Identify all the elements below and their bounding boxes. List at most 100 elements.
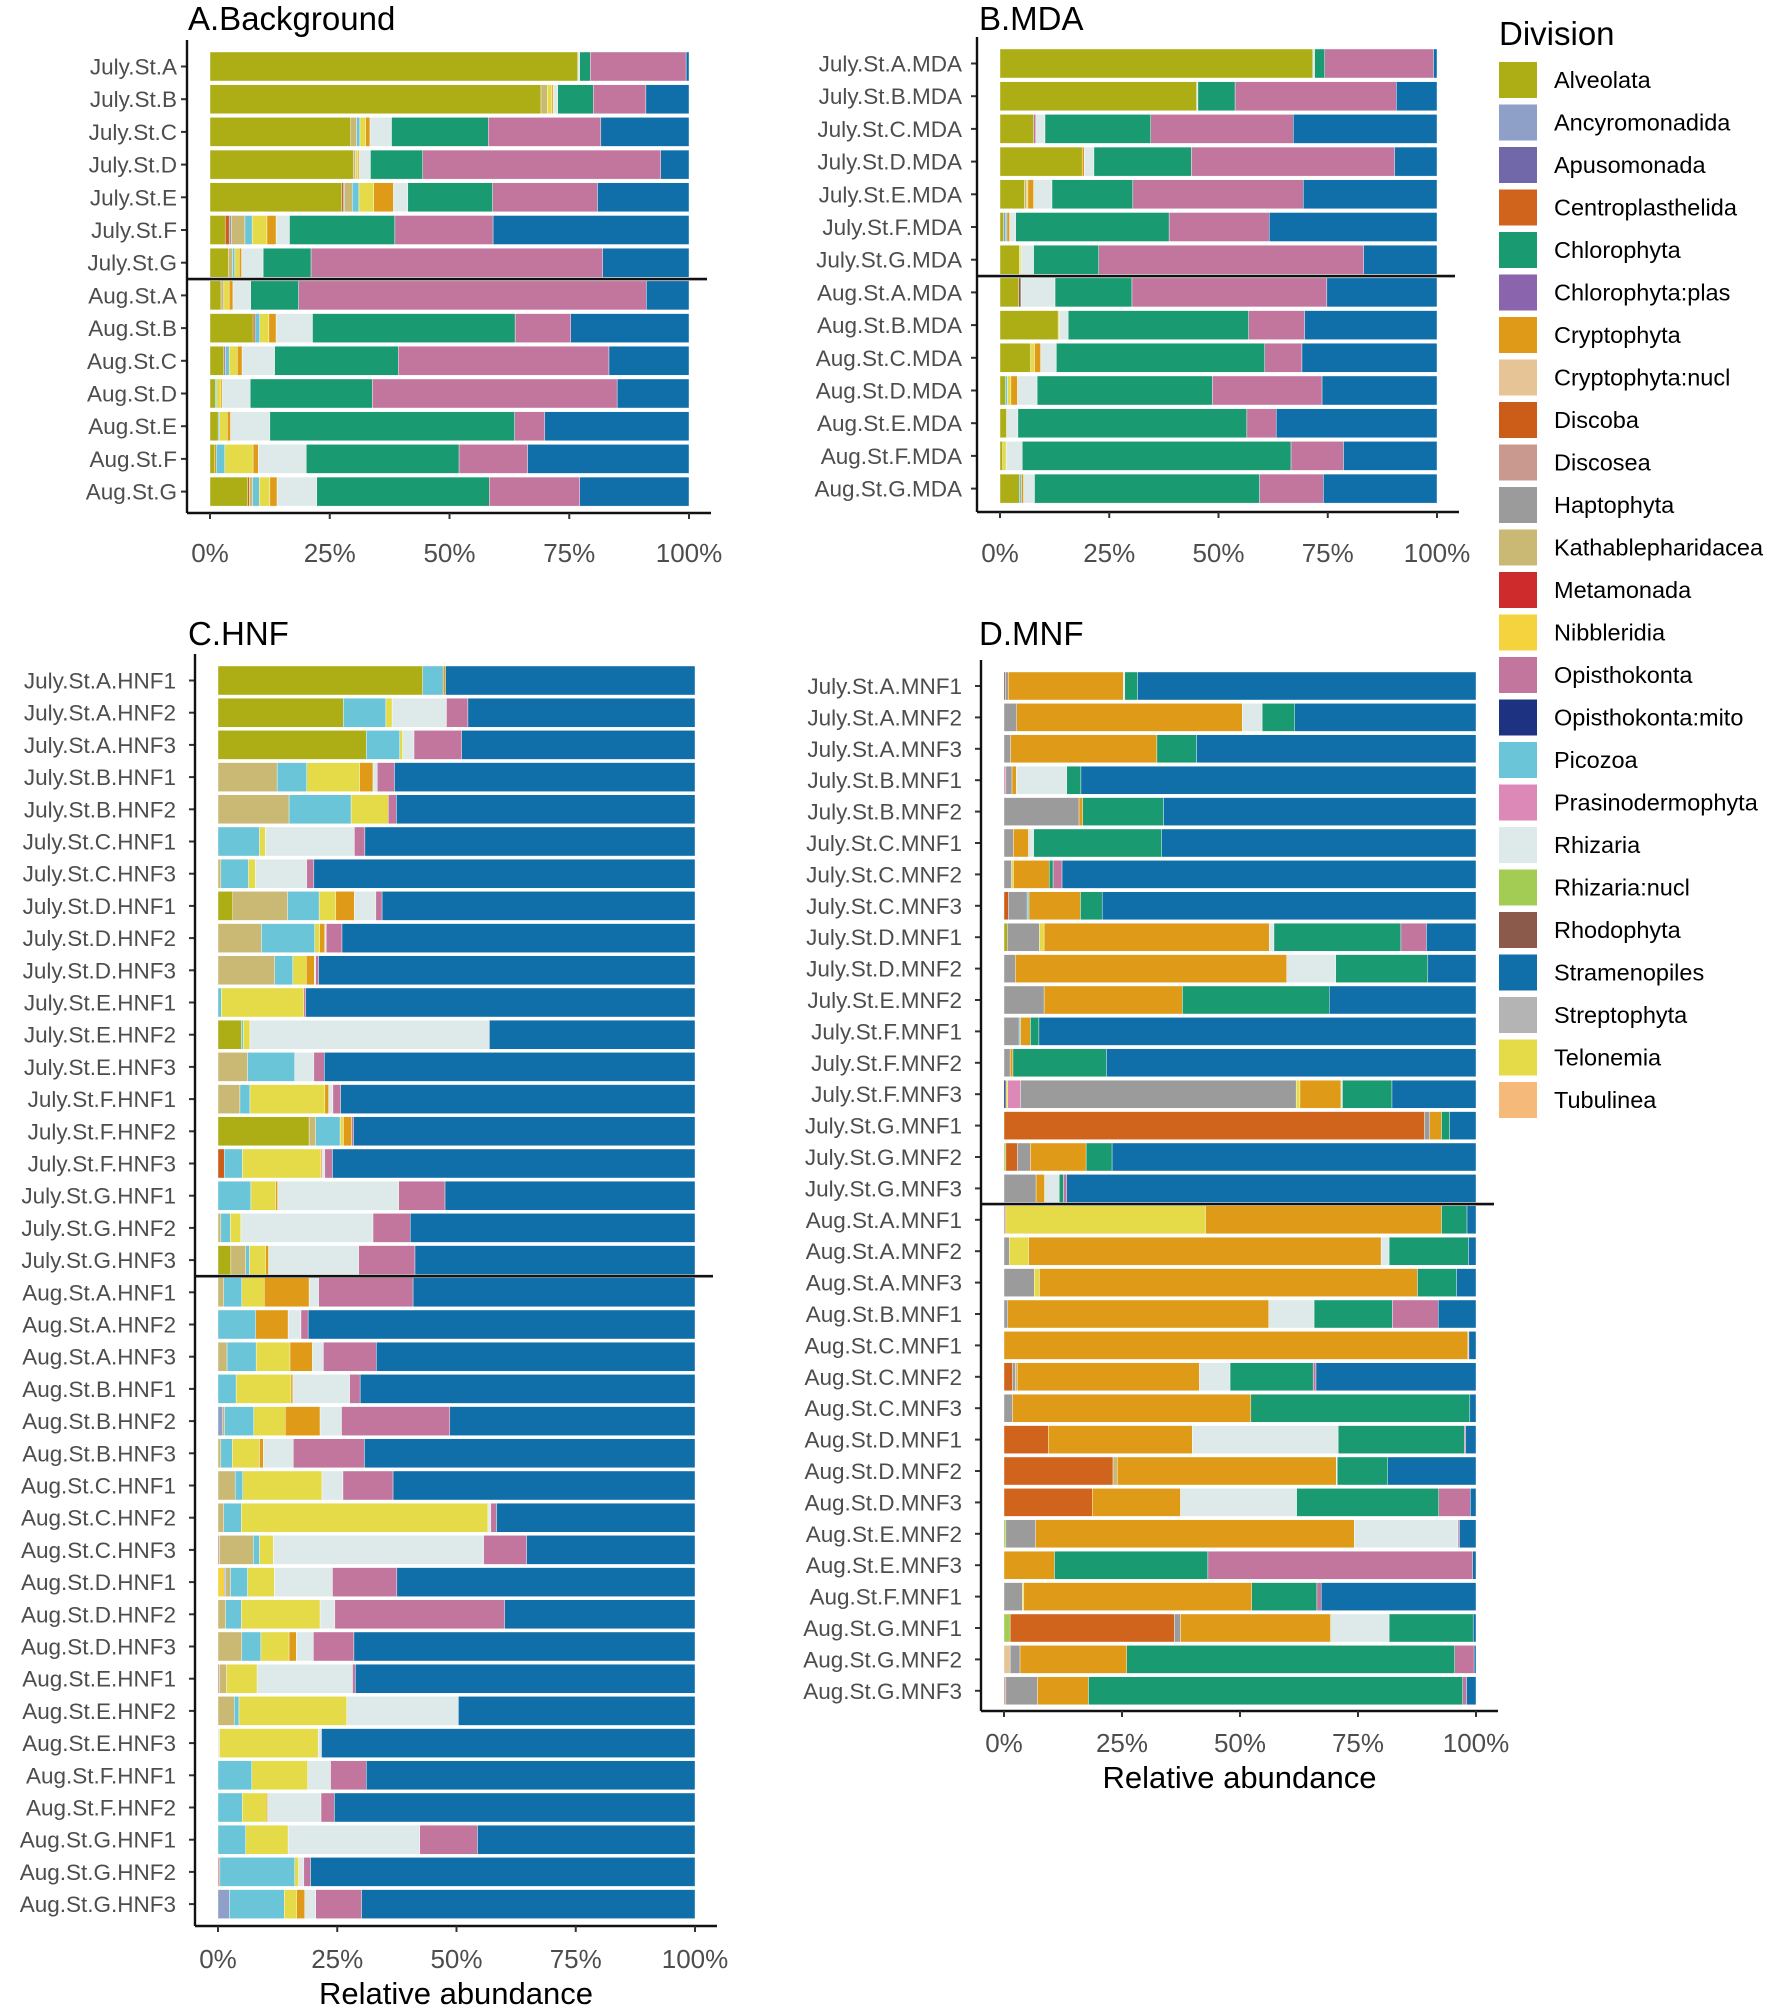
bar-segment-rhizaria <box>273 1535 484 1565</box>
bar-segment-chlorophyta <box>1088 1676 1463 1706</box>
bar-segment-cryptophyta <box>288 1631 297 1662</box>
bar-segment-opisthokonta <box>1168 212 1270 242</box>
bar-segment-rhizaria <box>304 1889 316 1919</box>
bar-segment-opisthokonta <box>323 1341 377 1372</box>
stacked-bar <box>1003 1676 1477 1706</box>
category-label: Aug.St.B.MDA <box>817 313 962 338</box>
bar-segment-rhizaria <box>275 313 313 343</box>
bar-segment-stramenopiles <box>1396 81 1438 111</box>
bar-segment-rhizaria <box>317 1728 322 1758</box>
legend-key <box>1499 827 1537 863</box>
bar-segment-opisthokonta <box>315 1889 362 1919</box>
stacked-bar <box>1003 1079 1477 1109</box>
legend-label: Stramenopiles <box>1554 960 1704 986</box>
bar-segment-telonemia <box>259 826 266 857</box>
bar-segment-rhizaria <box>354 891 377 921</box>
bar-segment-chlorophyta <box>250 378 373 409</box>
bar-segment-opisthokonta <box>300 1309 309 1340</box>
bar-segment-cryptophyta <box>1035 1174 1045 1203</box>
bar-segment-alveolata <box>999 114 1034 144</box>
bar-segment-chlorophyta <box>1441 1205 1468 1235</box>
bar-segment-alveolata <box>217 730 367 760</box>
bar-segment-kathablepharidacea <box>217 859 222 889</box>
stacked-bar <box>209 313 690 343</box>
bar-segment-chlorophyta <box>1085 1142 1113 1172</box>
bar-segment-opisthokonta <box>223 346 226 376</box>
bar-segment-telonemia <box>219 411 228 441</box>
bar-segment-chlorophyta <box>1126 1645 1455 1674</box>
bar-segment-opisthokonta <box>398 346 610 376</box>
bar-segment-kathablepharidacea <box>219 1535 254 1565</box>
bar-segment-opisthokonta <box>318 1277 414 1308</box>
legend-key <box>1499 869 1537 906</box>
bar-segment-kathablepharidacea <box>217 1277 224 1308</box>
category-label: Aug.St.D.HNF1 <box>21 1570 176 1595</box>
stacked-bar <box>217 1760 696 1791</box>
bar-segment-opisthokonta <box>422 149 661 180</box>
bar-segment-chlorophyta <box>1044 114 1151 144</box>
bar-segment-opisthokonta <box>1207 1550 1473 1580</box>
legend-item: Discosea <box>1499 444 1652 481</box>
legend-item: Opisthokonta <box>1499 657 1693 693</box>
bar-segment-haptophyta <box>1003 954 1016 983</box>
bar-segment-alveolata <box>999 146 1083 177</box>
bar-segment-alveolata <box>999 343 1031 373</box>
bar-segment-kathablepharidacea <box>217 1213 222 1243</box>
stacked-bar <box>209 51 690 82</box>
legend-item: Chlorophyta <box>1499 232 1682 268</box>
stacked-bar <box>1003 1174 1477 1203</box>
bar-segment-rhizaria <box>358 149 371 180</box>
category-label: Aug.St.F.HNF1 <box>26 1763 176 1788</box>
stacked-bar <box>217 1728 696 1758</box>
bar-segment-rhizaria <box>1044 1174 1060 1203</box>
bar-segment-alveolata <box>209 84 542 114</box>
bar-segment-centroplasthelida <box>1003 1488 1093 1517</box>
bar-segment-kathablepharidacea <box>219 1663 227 1694</box>
bar-segment-rhizaria <box>1035 114 1046 144</box>
bar-segment-chlorophyta <box>316 476 490 507</box>
stacked-bar <box>1003 1488 1477 1517</box>
bar-segment-stramenopiles <box>1391 1079 1477 1109</box>
bar-segment-alveolata <box>217 665 423 696</box>
bar-segment-picozoa <box>274 955 294 985</box>
legend-title: Division <box>1499 15 1615 52</box>
bar-segment-chlorophyta <box>1030 1017 1040 1046</box>
bar-segment-chlorophyta <box>1313 1299 1393 1329</box>
bar-segment-haptophyta <box>342 182 345 213</box>
category-label: July.St.A.HNF2 <box>24 701 176 726</box>
legend-key <box>1499 487 1537 523</box>
bar-segment-rhodophyta <box>1003 671 1006 701</box>
bar-segment-stramenopiles <box>1066 1174 1477 1203</box>
bar-segment-stramenopiles <box>1106 1048 1477 1078</box>
stacked-bar <box>1003 1268 1477 1297</box>
bar-segment-rhizaria <box>1033 179 1053 210</box>
bar-segment-opisthokonta <box>1191 146 1395 177</box>
category-label: July.St.F <box>91 218 177 243</box>
bar-segment-alveolata <box>999 473 1020 504</box>
bar-segment-opisthokonta <box>375 891 383 921</box>
category-label: July.St.E.HNF2 <box>24 1023 176 1048</box>
legend-item: Picozoa <box>1499 742 1639 778</box>
bar-segment-kathablepharidacea <box>344 182 353 213</box>
stacked-bar <box>1003 1393 1477 1423</box>
stacked-bar <box>217 730 696 760</box>
category-label: Aug.St.E.HNF3 <box>22 1731 176 1756</box>
bar-segment-chlorophyta <box>1054 277 1133 308</box>
bar-segment-stramenopiles <box>1111 1142 1477 1172</box>
stacked-bar <box>1003 797 1477 826</box>
bar-segment-cryptophyta-nucl <box>1003 1645 1011 1674</box>
x-tick-label: 25% <box>311 1944 363 1974</box>
bar-segment-rhizaria <box>1020 277 1056 308</box>
legend-label: Picozoa <box>1554 747 1639 773</box>
bar-segment-rhizaria <box>267 1792 322 1823</box>
bar-segment-rhizaria <box>1023 473 1035 504</box>
stacked-bar <box>1003 860 1477 889</box>
bar-segment-stramenopiles <box>364 826 696 857</box>
bar-segment-cryptophyta <box>214 444 217 474</box>
bar-segment-stramenopiles <box>1163 797 1477 826</box>
bar-segment-cryptophyta <box>266 215 277 245</box>
bar-segment-cryptophyta <box>357 149 360 180</box>
bar-segment-kathablepharidacea <box>217 762 278 792</box>
stacked-bar <box>217 1889 696 1919</box>
stacked-bar <box>217 1631 696 1662</box>
